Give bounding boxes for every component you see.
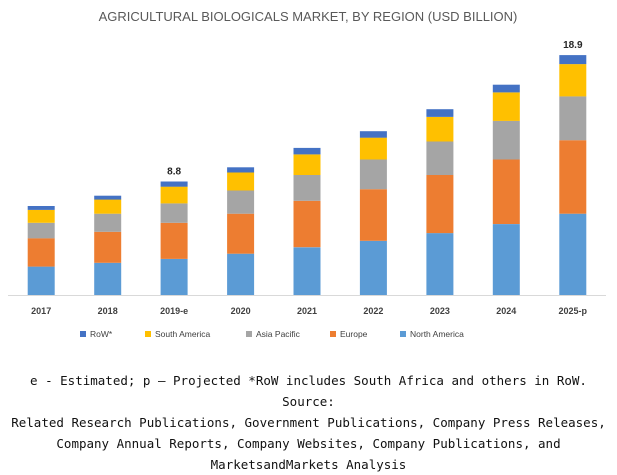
bar-segment-south-america-2019-e bbox=[160, 186, 188, 204]
legend-swatch-north-america bbox=[400, 331, 406, 337]
bar-segment-europe-2023 bbox=[426, 175, 454, 234]
bar-segment-europe-2017 bbox=[27, 238, 55, 267]
bar-segment-europe-2021 bbox=[293, 200, 321, 248]
x-tick-2024: 2024 bbox=[496, 306, 516, 316]
bars-group bbox=[27, 55, 587, 296]
x-tick-2019-e: 2019-e bbox=[160, 306, 188, 316]
bar-segment-north-america-2017 bbox=[27, 266, 55, 295]
bar-segment-south-america-2023 bbox=[426, 117, 454, 142]
legend-label-asia-pacific: Asia Pacific bbox=[256, 329, 301, 339]
legend-swatch-europe bbox=[330, 331, 336, 337]
x-tick-2023: 2023 bbox=[430, 306, 450, 316]
bar-segment-north-america-2023 bbox=[426, 233, 454, 295]
legend-label-row: RoW* bbox=[90, 329, 113, 339]
legend: RoW* South America Asia Pacific Europe North… bbox=[80, 329, 464, 339]
x-tick-2017: 2017 bbox=[31, 306, 51, 316]
x-tick-2021: 2021 bbox=[297, 306, 317, 316]
bar-segment-europe-2024 bbox=[492, 159, 520, 224]
data-label-2019-e: 8.8 bbox=[167, 167, 181, 178]
bar-segment-row-2025-p bbox=[559, 55, 587, 65]
bar-segment-row-2021 bbox=[293, 147, 321, 155]
source-line-3: Company Annual Reports, Company Websites… bbox=[56, 436, 561, 451]
source-note: e - Estimated; p – Projected *RoW includ… bbox=[0, 370, 617, 475]
legend-swatch-south-america bbox=[145, 331, 151, 337]
bar-segment-asia-pacific-2018 bbox=[94, 213, 122, 232]
bar-segment-north-america-2019-e bbox=[160, 258, 188, 295]
bar-segment-row-2017 bbox=[27, 206, 55, 210]
bar-segment-north-america-2020 bbox=[227, 253, 255, 295]
bar-segment-row-2018 bbox=[94, 195, 122, 200]
source-line-2: Related Research Publications, Governmen… bbox=[11, 415, 606, 430]
bar-segment-row-2023 bbox=[426, 109, 454, 117]
bar-segment-asia-pacific-2025-p bbox=[559, 96, 587, 141]
bar-segment-row-2024 bbox=[492, 84, 520, 93]
data-label-2025-p: 18.9 bbox=[563, 40, 583, 51]
bar-segment-europe-2022 bbox=[359, 189, 387, 241]
legend-swatch-asia-pacific bbox=[246, 331, 252, 337]
bar-segment-north-america-2021 bbox=[293, 247, 321, 295]
bar-segment-row-2019-e bbox=[160, 181, 188, 187]
bar-segment-south-america-2025-p bbox=[559, 64, 587, 97]
bar-segment-asia-pacific-2017 bbox=[27, 222, 55, 239]
source-line-4: MarketsandMarkets Analysis bbox=[210, 457, 407, 472]
x-tick-2018: 2018 bbox=[98, 306, 118, 316]
legend-label-europe: Europe bbox=[340, 329, 368, 339]
bar-segment-europe-2019-e bbox=[160, 222, 188, 259]
bar-segment-north-america-2018 bbox=[94, 262, 122, 296]
legend-swatch-row bbox=[80, 331, 86, 337]
bar-segment-north-america-2024 bbox=[492, 224, 520, 296]
x-tick-2020: 2020 bbox=[231, 306, 251, 316]
data-labels: 8.8 18.9 bbox=[167, 40, 583, 177]
bar-segment-asia-pacific-2022 bbox=[359, 159, 387, 190]
bar-segment-asia-pacific-2020 bbox=[227, 190, 255, 214]
bar-segment-asia-pacific-2024 bbox=[492, 120, 520, 160]
bar-segment-asia-pacific-2023 bbox=[426, 141, 454, 175]
bar-segment-row-2022 bbox=[359, 131, 387, 138]
bar-segment-south-america-2018 bbox=[94, 199, 122, 214]
chart-title: AGRICULTURAL BIOLOGICALS MARKET, BY REGI… bbox=[99, 9, 518, 24]
bar-segment-south-america-2021 bbox=[293, 154, 321, 175]
stacked-bar-chart: AGRICULTURAL BIOLOGICALS MARKET, BY REGI… bbox=[8, 9, 606, 339]
bar-segment-north-america-2022 bbox=[359, 240, 387, 295]
bar-segment-asia-pacific-2021 bbox=[293, 175, 321, 201]
bar-segment-europe-2018 bbox=[94, 231, 122, 263]
bar-segment-asia-pacific-2019-e bbox=[160, 203, 188, 223]
legend-label-north-america: North America bbox=[410, 329, 464, 339]
source-line-1: e - Estimated; p – Projected *RoW includ… bbox=[30, 373, 587, 409]
bar-segment-south-america-2024 bbox=[492, 92, 520, 121]
bar-segment-south-america-2017 bbox=[27, 209, 55, 223]
bar-segment-europe-2020 bbox=[227, 213, 255, 254]
bar-segment-north-america-2025-p bbox=[559, 213, 587, 295]
bar-segment-south-america-2020 bbox=[227, 172, 255, 191]
bar-segment-south-america-2022 bbox=[359, 137, 387, 160]
x-tick-2025-p: 2025-p bbox=[559, 306, 588, 316]
x-tick-labels: 2017 2018 2019-e 2020 2021 2022 2023 2024 2025-p bbox=[31, 306, 587, 316]
bar-segment-europe-2025-p bbox=[559, 140, 587, 214]
legend-label-south-america: South America bbox=[155, 329, 211, 339]
bar-segment-row-2020 bbox=[227, 167, 255, 173]
x-tick-2022: 2022 bbox=[363, 306, 383, 316]
